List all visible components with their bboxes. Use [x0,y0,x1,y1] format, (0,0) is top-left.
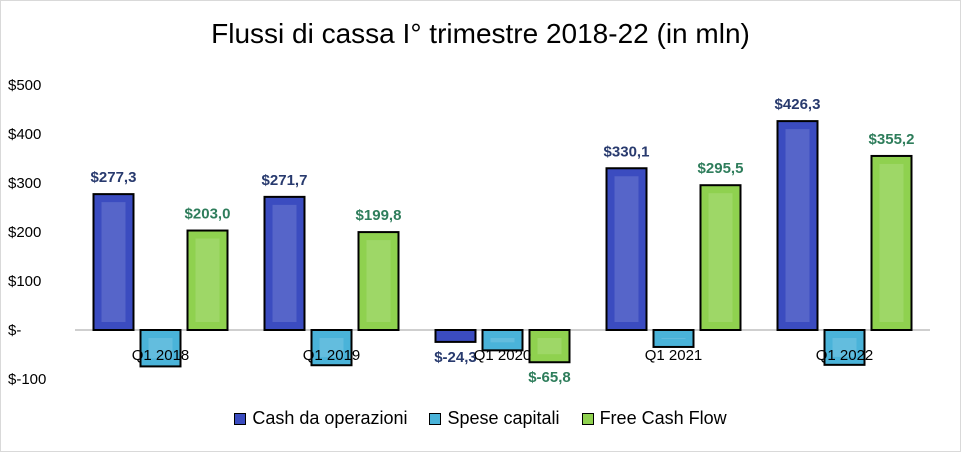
bar-highlight [832,338,857,357]
bar [139,329,182,368]
bar-highlight [879,163,904,322]
chart-title: Flussi di cassa I° trimestre 2018-22 (in… [211,18,750,49]
data-label: $330,1 [604,143,650,160]
category-label: Q1 2021 [645,347,703,364]
category-label: Q1 2019 [303,347,361,364]
bar [434,329,477,343]
bar-rect [92,193,135,331]
bar-highlight [785,129,810,322]
bar-rect [357,231,400,332]
bar [776,120,819,331]
bar-rect [186,229,229,331]
bar-rect [481,329,524,352]
category-label: Q1 2022 [816,347,874,364]
bar [263,195,306,331]
bar [652,329,695,348]
y-tick-label: $300 [8,175,41,192]
bar-rect [310,329,353,367]
bar [357,231,400,332]
bar [870,154,913,331]
bar-highlight [537,338,562,355]
bar-highlight [661,338,686,339]
legend-label: Cash da operazioni [252,408,408,428]
bar-highlight [366,240,391,322]
data-label: $355,2 [869,131,915,148]
legend-swatch [429,412,442,425]
bar-rect [528,329,571,364]
legend-item: Cash da operazioni [234,408,407,429]
bar-highlight [148,338,173,359]
bar-rect [776,120,819,331]
data-label: $-24,3 [434,349,477,366]
legend-item: Free Cash Flow [581,408,727,429]
legend-label: Free Cash Flow [599,408,727,428]
data-label: $426,3 [775,96,821,113]
category-label: Q1 2018 [132,347,190,364]
y-tick-label: $-100 [8,371,46,388]
legend-swatch [234,412,247,425]
bar-highlight [101,202,126,322]
data-label: $203,0 [185,206,231,223]
bar-rect [823,329,866,366]
bar [186,229,229,331]
y-tick-label: $200 [8,224,41,241]
data-label: $271,7 [262,172,308,189]
bar-highlight [319,338,344,358]
data-label: $277,3 [91,169,137,186]
category-label: Q1 2020 [474,347,532,364]
legend: Cash da operazioni Spese capitali Free Cas… [0,408,961,429]
bar [310,329,353,367]
y-tick-label: $400 [8,126,41,143]
bar-rect [652,329,695,348]
data-label: $-65,8 [528,369,571,386]
y-tick-label: $100 [8,273,41,290]
y-tick-label: $500 [8,77,41,94]
bar [605,167,648,331]
legend-swatch [581,412,594,425]
bar-rect [605,167,648,331]
bar-rect [263,195,306,331]
y-tick-label: $- [8,322,21,339]
bar-highlight [490,338,515,343]
bar-rect [699,184,742,331]
bar-highlight [272,204,297,322]
data-label: $199,8 [356,207,402,224]
bar-rect [870,154,913,331]
legend-label: Spese capitali [447,408,560,428]
bar-highlight [708,193,733,322]
bar [528,329,571,364]
bar [699,184,742,331]
bar-rect [139,329,182,368]
legend-item: Spese capitali [429,408,560,429]
bar [481,329,524,352]
bar-highlight [195,238,220,322]
bar-rect [434,329,477,343]
bar [823,329,866,366]
data-label: $295,5 [698,160,744,177]
bar-highlight [614,176,639,322]
bar [92,193,135,331]
